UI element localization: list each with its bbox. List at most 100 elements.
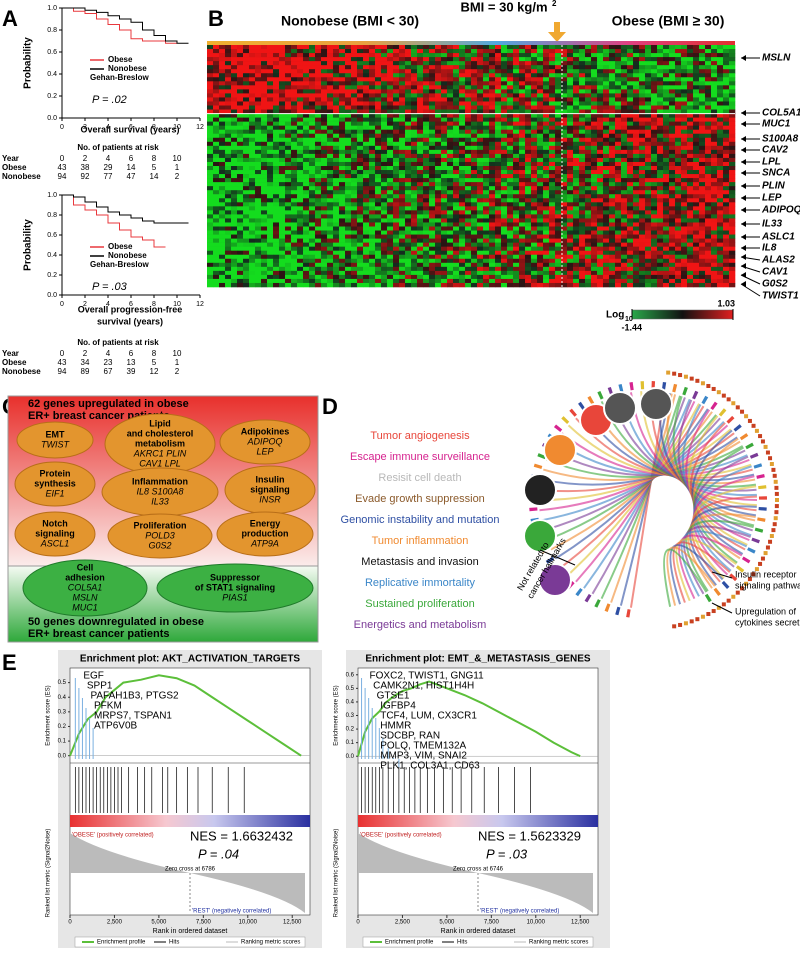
heatmap-texture bbox=[405, 69, 411, 73]
heatmap-texture bbox=[345, 178, 351, 182]
heatmap-texture bbox=[405, 146, 411, 150]
heatmap-texture bbox=[699, 61, 705, 65]
heatmap-texture bbox=[363, 214, 369, 218]
heatmap-texture bbox=[639, 97, 645, 101]
heatmap-texture bbox=[687, 162, 693, 166]
heatmap-texture bbox=[351, 239, 357, 243]
heatmap-texture bbox=[459, 150, 465, 154]
heatmap-texture bbox=[483, 138, 489, 142]
heatmap-texture bbox=[519, 126, 525, 130]
heatmap-texture bbox=[393, 101, 399, 105]
heatmap-texture bbox=[681, 190, 687, 194]
heatmap-texture bbox=[237, 106, 243, 110]
heatmap-texture bbox=[669, 53, 675, 57]
heatmap-texture bbox=[243, 210, 249, 214]
heatmap-texture bbox=[501, 61, 507, 65]
risk-cell: 43 bbox=[58, 163, 67, 172]
heatmap-texture bbox=[393, 114, 399, 118]
heatmap-texture bbox=[387, 97, 393, 101]
heatmap-texture bbox=[711, 138, 717, 142]
heatmap-texture bbox=[363, 73, 369, 77]
heatmap-texture bbox=[213, 267, 219, 271]
heatmap-texture bbox=[261, 174, 267, 178]
heatmap-texture bbox=[729, 259, 735, 263]
heatmap-texture bbox=[567, 81, 573, 85]
heatmap-texture bbox=[213, 263, 219, 267]
heatmap-texture bbox=[441, 89, 447, 93]
heatmap-texture bbox=[423, 231, 429, 235]
x-axis-label: survival (years) bbox=[97, 316, 163, 326]
heatmap-texture bbox=[609, 101, 615, 105]
heatmap-texture bbox=[423, 77, 429, 81]
heatmap-texture bbox=[249, 118, 255, 122]
heatmap-texture bbox=[663, 259, 669, 263]
heatmap-texture bbox=[405, 73, 411, 77]
heatmap-texture bbox=[621, 122, 627, 126]
heatmap-texture bbox=[303, 263, 309, 267]
heatmap-texture bbox=[351, 214, 357, 218]
heatmap-texture bbox=[729, 162, 735, 166]
heatmap-texture bbox=[447, 263, 453, 267]
heatmap-texture bbox=[381, 198, 387, 202]
heatmap-texture bbox=[213, 97, 219, 101]
heatmap-texture bbox=[309, 53, 315, 57]
heatmap-texture bbox=[453, 130, 459, 134]
heatmap-texture bbox=[663, 97, 669, 101]
heatmap-texture bbox=[663, 65, 669, 69]
heatmap-texture bbox=[513, 61, 519, 65]
heatmap-texture bbox=[231, 214, 237, 218]
heatmap-texture bbox=[321, 142, 327, 146]
heatmap-texture bbox=[675, 118, 681, 122]
heatmap-texture bbox=[285, 239, 291, 243]
heatmap-texture bbox=[393, 243, 399, 247]
heatmap-texture bbox=[411, 198, 417, 202]
heatmap-texture bbox=[309, 218, 315, 222]
heatmap-texture bbox=[699, 235, 705, 239]
heatmap-texture bbox=[537, 134, 543, 138]
heatmap-texture bbox=[387, 166, 393, 170]
heatmap-texture bbox=[249, 247, 255, 251]
heatmap-texture bbox=[615, 263, 621, 267]
heatmap-texture bbox=[225, 251, 231, 255]
heatmap-texture bbox=[243, 243, 249, 247]
heatmap-texture bbox=[597, 65, 603, 69]
heatmap-texture bbox=[477, 259, 483, 263]
heatmap-texture bbox=[219, 65, 225, 69]
heatmap-texture bbox=[285, 93, 291, 97]
heatmap-texture bbox=[399, 166, 405, 170]
heatmap-texture bbox=[585, 170, 591, 174]
heatmap-texture bbox=[633, 53, 639, 57]
heatmap-texture bbox=[675, 97, 681, 101]
heatmap-texture bbox=[447, 49, 453, 53]
heatmap-texture bbox=[327, 89, 333, 93]
heatmap-texture bbox=[531, 239, 537, 243]
risk-cell: 47 bbox=[127, 172, 136, 181]
heatmap-texture bbox=[627, 190, 633, 194]
heatmap-texture bbox=[567, 122, 573, 126]
heatmap-texture bbox=[303, 259, 309, 263]
heatmap-texture bbox=[729, 81, 735, 85]
heatmap-texture bbox=[411, 134, 417, 138]
heatmap-texture bbox=[459, 81, 465, 85]
heatmap-texture bbox=[621, 214, 627, 218]
heatmap-texture bbox=[507, 251, 513, 255]
heatmap-texture bbox=[657, 130, 663, 134]
heatmap-texture bbox=[603, 231, 609, 235]
heatmap-texture bbox=[381, 174, 387, 178]
heatmap-texture bbox=[435, 194, 441, 198]
heatmap-texture bbox=[501, 231, 507, 235]
heatmap-texture bbox=[465, 255, 471, 259]
heatmap-texture bbox=[705, 255, 711, 259]
heatmap-texture bbox=[345, 142, 351, 146]
heatmap-texture bbox=[459, 158, 465, 162]
heatmap-texture bbox=[531, 138, 537, 142]
heatmap-texture bbox=[615, 202, 621, 206]
heatmap-texture bbox=[639, 202, 645, 206]
heatmap-texture bbox=[489, 158, 495, 162]
heatmap-texture bbox=[531, 142, 537, 146]
heatmap-texture bbox=[417, 57, 423, 61]
heatmap-texture bbox=[669, 77, 675, 81]
heatmap-texture bbox=[681, 53, 687, 57]
heatmap-texture bbox=[633, 247, 639, 251]
heatmap-texture bbox=[687, 251, 693, 255]
